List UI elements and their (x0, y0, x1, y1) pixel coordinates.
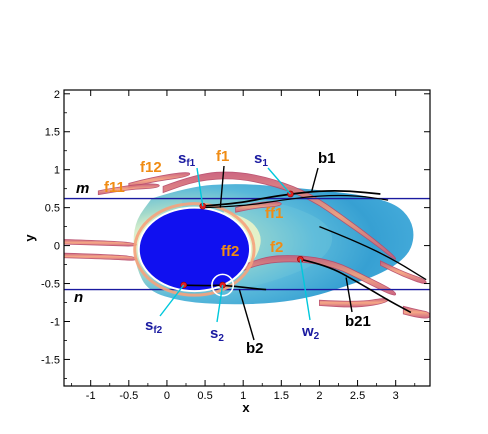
y-tick-label-1: -1 (50, 316, 60, 328)
label-ff1: ff1 (265, 205, 283, 222)
annotation-leaders (159, 165, 353, 341)
filament-f1 (162, 171, 397, 260)
body (137, 206, 252, 293)
streamline-b21 (300, 258, 412, 314)
y-tick-label-3: 0 (54, 241, 60, 253)
x-tick-label-4: 1 (240, 390, 246, 402)
filament-ff1 (235, 201, 282, 213)
streamline-b1-lower (205, 194, 389, 209)
label-s-f2: sf2 (145, 317, 163, 336)
x-tick-label-5: 1.5 (274, 390, 289, 402)
x-axis-ticks: -1 -0.5 0 0.5 1 1.5 2 2.5 3 (71, 90, 416, 402)
label-s-1: s1 (254, 150, 268, 169)
y-axis-label: y (22, 234, 37, 242)
body-boundary-layer (133, 202, 256, 297)
y-tick-label-5: 1 (54, 165, 60, 177)
x-axis-label: x (242, 400, 250, 415)
label-b1: b1 (318, 150, 336, 167)
filament-tail-lower (319, 298, 389, 308)
y-tick-label-2: -0.5 (41, 279, 60, 291)
label-f12: f12 (140, 159, 162, 176)
y-tick-label-4: 0.5 (45, 203, 60, 215)
x-tick-label-8: 3 (393, 390, 399, 402)
leader-w-2 (299, 259, 311, 321)
x-tick-label-2: 0 (164, 390, 170, 402)
leader-s-f2 (159, 284, 185, 317)
streamline-b21-upper (319, 225, 427, 281)
label-f2: f2 (270, 239, 283, 256)
inlet-stub-upper (64, 239, 137, 247)
plot-border (63, 89, 431, 387)
label-s-f1: sf1 (178, 150, 196, 169)
x-tick-label-7: 2.5 (350, 390, 365, 402)
plot-area (64, 171, 430, 319)
filament-f2 (227, 255, 397, 296)
leader-s-1 (267, 167, 291, 195)
body-ellipse (133, 202, 256, 297)
label-f1: f1 (216, 148, 229, 165)
leader-f1 (219, 165, 225, 208)
label-s-2: s2 (210, 325, 224, 344)
x-tick-label-1: -0.5 (119, 390, 138, 402)
filament-f12 (128, 172, 191, 189)
label-n: n (74, 289, 83, 306)
leader-s-2 (216, 284, 224, 323)
plot-frame (63, 89, 431, 387)
highlight-circle-s2 (211, 273, 235, 297)
label-b2: b2 (246, 340, 264, 357)
x-tick-label-0: -1 (86, 390, 96, 402)
x-tick-label-6: 2 (316, 390, 322, 402)
x-tick-label-3: 0.5 (197, 390, 212, 402)
y-tick-label-7: 2 (54, 89, 60, 101)
leader-s-f1 (196, 167, 204, 207)
leader-b1 (311, 167, 319, 192)
label-w-2: w2 (301, 323, 320, 342)
filament-tail-upper (380, 260, 427, 284)
filament-f11 (97, 183, 160, 196)
filament-tail-right (402, 305, 430, 319)
leader-b2 (238, 289, 255, 341)
label-f11: f11 (104, 179, 125, 196)
inlet-stub-lower (64, 252, 137, 261)
leader-b21 (345, 277, 353, 313)
label-ff2: ff2 (221, 243, 239, 260)
vorticity-filaments (64, 171, 430, 319)
y-tick-label-0: -1.5 (41, 354, 60, 366)
label-m: m (76, 180, 89, 197)
y-tick-label-6: 1.5 (45, 127, 60, 139)
label-b21: b21 (345, 313, 371, 330)
y-axis-ticks: -1.5 -1 -0.5 0 0.5 1 1.5 2 (41, 89, 430, 379)
